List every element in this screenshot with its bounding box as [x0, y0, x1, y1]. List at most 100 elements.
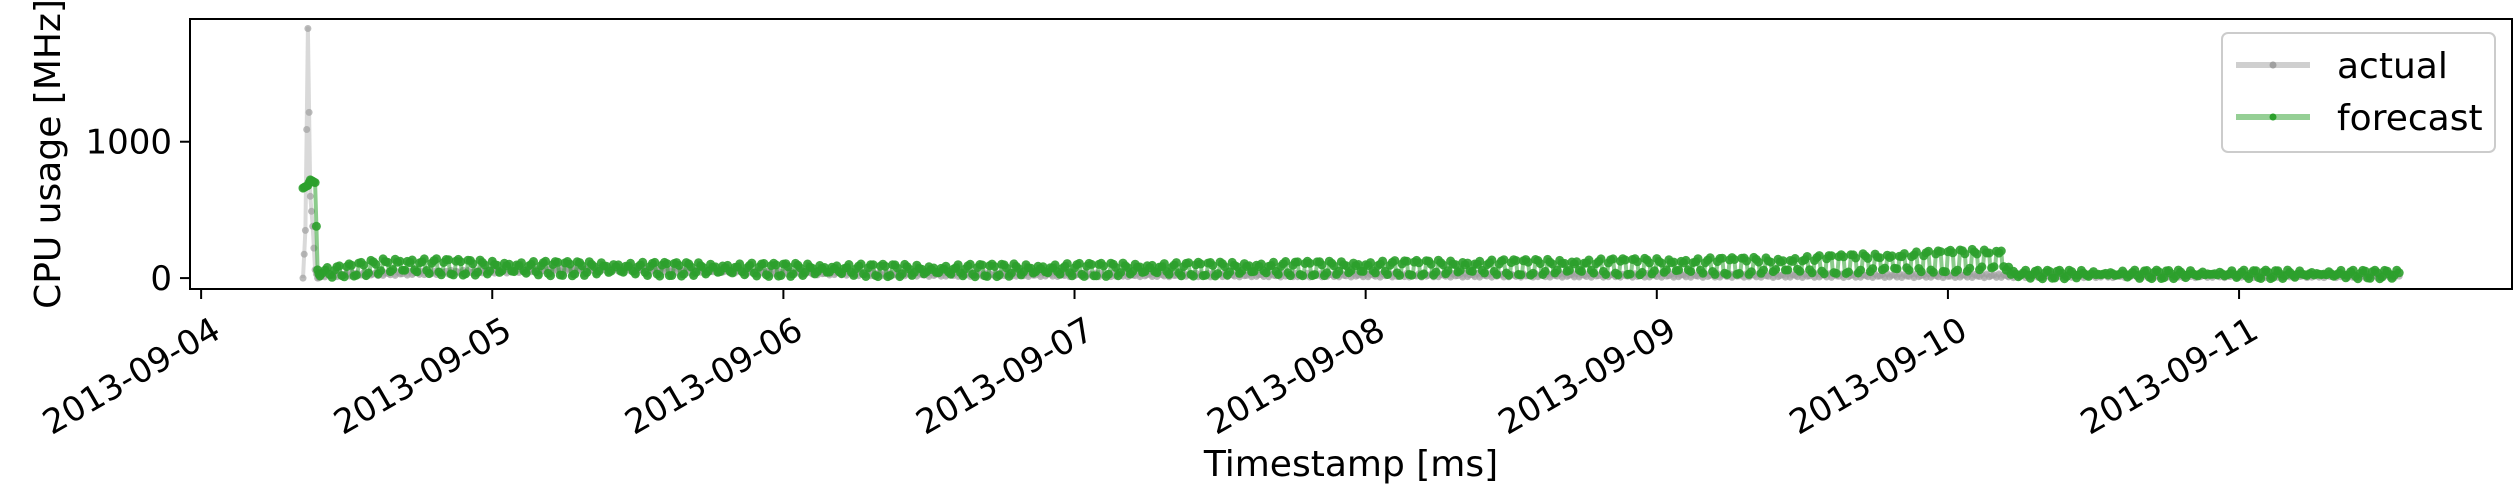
point-actual — [303, 126, 311, 133]
point-forecast — [1269, 257, 1278, 267]
point-forecast — [1790, 254, 1800, 263]
point-forecast — [630, 269, 640, 279]
series-line-actual — [301, 26, 2401, 281]
point-forecast — [1540, 266, 1550, 276]
point-forecast — [1225, 267, 1235, 277]
point-forecast — [1184, 258, 1194, 268]
point-forecast — [529, 257, 538, 266]
point-forecast — [1414, 258, 1424, 268]
point-forecast — [953, 260, 963, 270]
point-forecast — [1984, 248, 1994, 258]
point-forecast — [1807, 268, 1817, 278]
point-forecast — [1904, 265, 1914, 275]
point-forecast — [1523, 257, 1533, 267]
point-forecast — [1201, 270, 1210, 280]
point-forecast — [982, 271, 992, 281]
legend-marker-actual — [2269, 61, 2277, 69]
point-forecast — [1285, 271, 1295, 281]
point-forecast — [1419, 269, 1429, 279]
y-tick-label-1: 1000 — [85, 123, 172, 163]
point-forecast — [1693, 254, 1703, 264]
point-forecast — [1511, 256, 1521, 266]
point-forecast — [1322, 268, 1332, 278]
point-forecast — [1475, 256, 1485, 266]
point-forecast — [1480, 268, 1489, 278]
point-forecast — [1608, 254, 1618, 264]
point-forecast — [1662, 265, 1671, 275]
point-forecast — [1681, 255, 1691, 265]
point-forecast — [1104, 269, 1113, 279]
point-forecast — [347, 260, 356, 270]
point-forecast — [1754, 257, 1764, 267]
point-forecast — [1305, 258, 1315, 268]
point-forecast — [407, 255, 417, 265]
point-forecast — [351, 270, 361, 280]
point-forecast — [1802, 252, 1812, 261]
point-forecast — [655, 271, 665, 281]
point-forecast — [1006, 268, 1016, 278]
point-forecast — [1960, 249, 1970, 259]
point-forecast — [1171, 258, 1181, 268]
point-forecast — [1899, 249, 1909, 259]
point-forecast — [1649, 266, 1659, 276]
point-forecast — [473, 267, 483, 277]
point-forecast — [1535, 259, 1545, 269]
point-forecast — [582, 267, 592, 277]
point-forecast — [1281, 257, 1291, 266]
x-tick-label-6: 2013-09-10 — [1783, 310, 1974, 443]
point-forecast — [1771, 265, 1781, 274]
point-forecast — [1645, 258, 1654, 268]
point-forecast — [1584, 255, 1594, 265]
point-forecast — [436, 270, 446, 280]
point-forecast — [1431, 267, 1441, 277]
point-forecast — [322, 263, 332, 272]
point-forecast — [1632, 257, 1642, 267]
point-forecast — [1208, 261, 1218, 270]
point-forecast — [965, 259, 975, 269]
x-tick-label-2: 2013-09-06 — [618, 310, 809, 443]
point-forecast — [1637, 267, 1647, 277]
point-forecast — [1298, 271, 1308, 281]
point-forecast — [1378, 256, 1388, 266]
point-forecast — [783, 262, 793, 272]
point-forecast — [504, 259, 514, 269]
point-forecast — [844, 260, 854, 269]
point-forecast — [994, 270, 1004, 280]
point-forecast — [970, 272, 980, 282]
point-forecast — [1783, 265, 1793, 275]
point-forecast — [873, 272, 883, 282]
point-forecast — [1729, 255, 1739, 264]
point-actual — [299, 274, 307, 282]
point-forecast — [1407, 270, 1417, 280]
point-forecast — [958, 271, 968, 281]
x-axis-title: Timestamp [ms] — [1203, 444, 1498, 485]
point-forecast — [419, 254, 429, 264]
y-axis-ticks: 0 1000 — [85, 123, 190, 299]
point-forecast — [1402, 256, 1412, 266]
point-forecast — [1079, 271, 1089, 281]
point-forecast — [1928, 267, 1938, 277]
point-forecast — [1487, 255, 1497, 265]
point-forecast — [1989, 262, 1999, 272]
point-forecast — [541, 256, 551, 266]
point-forecast — [1831, 268, 1841, 278]
point-forecast — [1705, 253, 1715, 263]
point-forecast — [339, 272, 349, 282]
point-forecast — [546, 271, 555, 281]
point-actual — [306, 192, 314, 200]
point-forecast — [400, 265, 410, 275]
point-forecast — [1552, 265, 1562, 275]
point-forecast — [570, 269, 580, 279]
point-forecast — [759, 259, 769, 268]
point-forecast — [485, 266, 495, 276]
point-forecast — [1916, 267, 1926, 277]
point-forecast — [1778, 256, 1788, 266]
point-forecast — [771, 260, 781, 270]
point-forecast — [1383, 270, 1392, 279]
y-axis-title: CPU usage [MHz] — [28, 0, 69, 309]
point-forecast — [461, 269, 471, 279]
point-forecast — [1863, 253, 1873, 263]
point-forecast — [1050, 260, 1060, 270]
point-forecast — [747, 258, 757, 268]
point-forecast — [2159, 273, 2169, 283]
